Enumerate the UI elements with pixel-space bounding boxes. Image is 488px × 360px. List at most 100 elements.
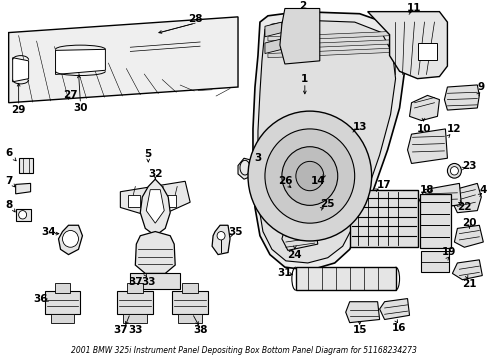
- Text: 7: 7: [5, 176, 12, 186]
- Bar: [182, 283, 198, 293]
- Polygon shape: [212, 225, 229, 255]
- Text: 15: 15: [352, 325, 366, 335]
- Polygon shape: [367, 12, 447, 78]
- Polygon shape: [135, 231, 175, 274]
- Bar: [128, 195, 140, 207]
- Polygon shape: [317, 127, 354, 155]
- Circle shape: [62, 230, 78, 247]
- Bar: [349, 190, 417, 247]
- Bar: [146, 195, 158, 207]
- Text: 23: 23: [461, 161, 476, 171]
- Bar: [417, 43, 437, 60]
- Text: 2: 2: [299, 1, 306, 12]
- Bar: [50, 314, 74, 323]
- Text: 26: 26: [277, 176, 291, 186]
- Polygon shape: [419, 183, 461, 211]
- Text: 19: 19: [441, 247, 456, 257]
- Polygon shape: [451, 260, 481, 280]
- Text: 21: 21: [461, 279, 476, 289]
- Text: 10: 10: [416, 124, 431, 134]
- Bar: [419, 194, 450, 248]
- Text: 16: 16: [391, 323, 406, 333]
- Text: 28: 28: [187, 14, 202, 24]
- Polygon shape: [314, 155, 343, 176]
- Text: 22: 22: [456, 202, 470, 212]
- Text: 17: 17: [377, 180, 391, 190]
- Text: 27: 27: [63, 90, 78, 100]
- Text: 6: 6: [5, 148, 12, 158]
- Polygon shape: [59, 225, 82, 255]
- Text: 29: 29: [11, 105, 26, 115]
- Polygon shape: [16, 208, 31, 221]
- Polygon shape: [264, 39, 281, 54]
- Text: 2001 BMW 325i Instrument Panel Depositing Box Bottom Panel Diagram for 511682342: 2001 BMW 325i Instrument Panel Depositin…: [71, 346, 416, 355]
- Text: 36: 36: [33, 293, 48, 303]
- Bar: [172, 291, 208, 314]
- Text: 30: 30: [73, 103, 87, 113]
- Text: 25: 25: [320, 199, 334, 209]
- Bar: [55, 283, 70, 293]
- Text: 9: 9: [477, 82, 484, 92]
- Polygon shape: [19, 158, 33, 173]
- Bar: [164, 195, 176, 207]
- Polygon shape: [9, 17, 238, 103]
- Polygon shape: [267, 48, 389, 58]
- Polygon shape: [264, 22, 281, 37]
- Text: 20: 20: [461, 218, 476, 228]
- Circle shape: [19, 211, 26, 219]
- Text: 5: 5: [144, 149, 152, 159]
- Polygon shape: [252, 12, 404, 270]
- Polygon shape: [267, 40, 389, 49]
- Circle shape: [247, 111, 371, 241]
- Bar: [295, 267, 395, 290]
- Text: 31: 31: [277, 269, 291, 278]
- Polygon shape: [451, 183, 480, 213]
- Text: 11: 11: [407, 4, 421, 13]
- Polygon shape: [407, 129, 447, 163]
- Polygon shape: [408, 95, 439, 121]
- Bar: [117, 291, 153, 314]
- Text: 33: 33: [128, 325, 142, 335]
- Bar: [178, 314, 202, 323]
- Circle shape: [264, 129, 354, 223]
- Text: 37: 37: [113, 325, 127, 335]
- Polygon shape: [140, 179, 170, 236]
- Circle shape: [295, 161, 323, 191]
- Text: 3: 3: [254, 153, 261, 163]
- Polygon shape: [281, 223, 317, 251]
- Text: 33: 33: [141, 277, 155, 287]
- Polygon shape: [289, 183, 321, 204]
- Polygon shape: [16, 183, 31, 194]
- Text: 24: 24: [287, 249, 302, 260]
- Circle shape: [449, 167, 457, 175]
- Text: 13: 13: [352, 122, 366, 132]
- Polygon shape: [444, 85, 478, 110]
- Text: 38: 38: [192, 325, 207, 335]
- Bar: [130, 274, 180, 289]
- Text: 34: 34: [41, 226, 56, 237]
- Bar: [123, 314, 147, 323]
- Polygon shape: [56, 49, 105, 75]
- Polygon shape: [258, 20, 395, 263]
- Polygon shape: [279, 9, 319, 64]
- Polygon shape: [238, 158, 251, 179]
- Text: 18: 18: [419, 185, 434, 195]
- Polygon shape: [345, 302, 379, 323]
- Circle shape: [447, 163, 461, 178]
- Polygon shape: [267, 32, 389, 41]
- Text: 8: 8: [5, 201, 12, 210]
- Text: 35: 35: [228, 226, 243, 237]
- Text: 14: 14: [310, 176, 325, 186]
- Polygon shape: [146, 190, 164, 223]
- Text: 12: 12: [446, 124, 461, 134]
- Text: 37: 37: [128, 277, 142, 287]
- Circle shape: [217, 231, 224, 240]
- Circle shape: [281, 147, 337, 205]
- Polygon shape: [290, 202, 323, 223]
- Polygon shape: [453, 225, 482, 247]
- Text: 1: 1: [301, 74, 308, 84]
- Polygon shape: [120, 181, 190, 218]
- Bar: [421, 251, 448, 273]
- Polygon shape: [13, 58, 29, 82]
- Polygon shape: [379, 298, 408, 320]
